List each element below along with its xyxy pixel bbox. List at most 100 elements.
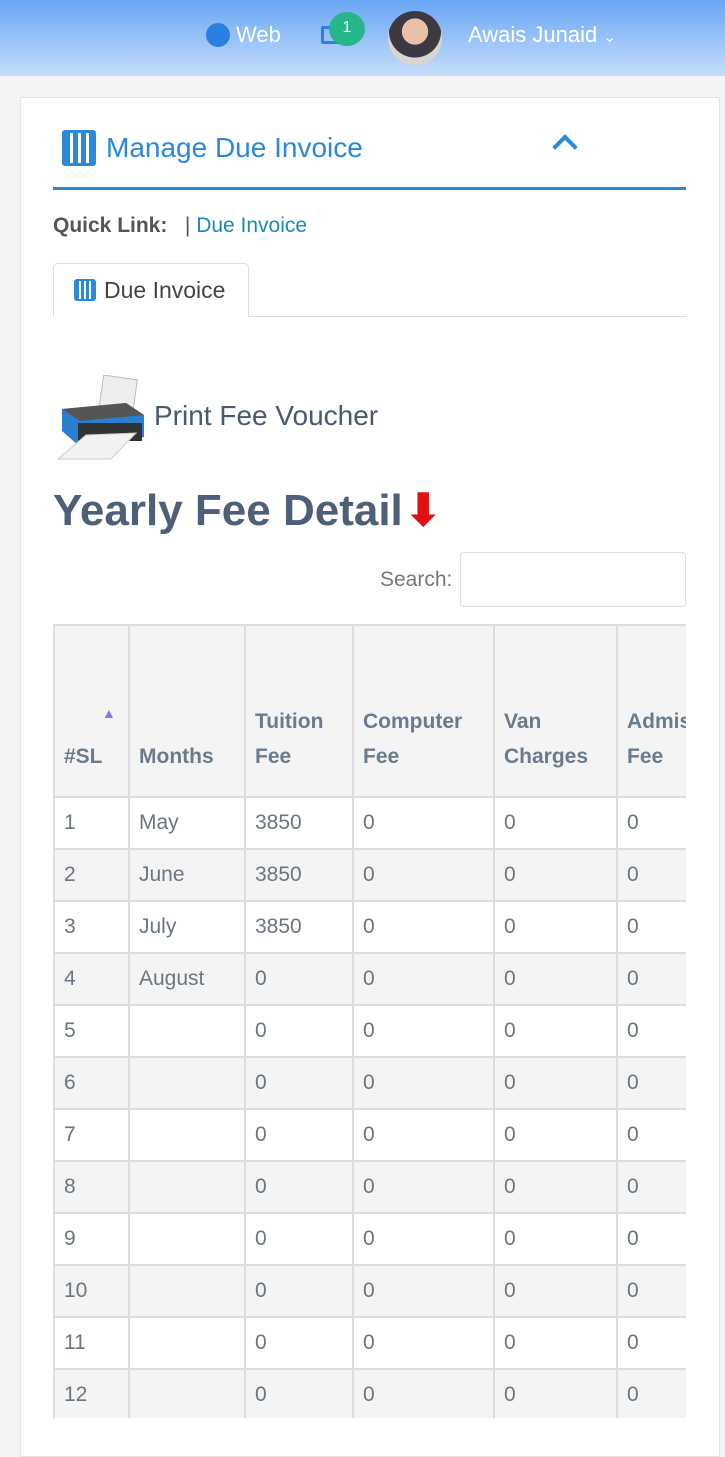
table-row: 1 May 3850 0 0 0 [53, 796, 686, 850]
table-cell [128, 1264, 246, 1318]
table-cell: June [128, 848, 246, 902]
table-cell: August [128, 952, 246, 1006]
table-cell: 0 [616, 952, 686, 1006]
table-cell: May [128, 796, 246, 850]
table-cell: 0 [493, 1264, 618, 1318]
globe-icon [206, 23, 230, 47]
table-cell: 0 [493, 1004, 618, 1058]
panel-title-text: Manage Due Invoice [106, 132, 363, 163]
table-cell: 9 [53, 1212, 130, 1266]
column-header[interactable]: Months [128, 624, 246, 798]
table-cell: 0 [493, 1368, 618, 1418]
print-fee-voucher-link[interactable]: Print Fee Voucher [154, 400, 379, 431]
avatar[interactable] [388, 11, 442, 65]
panel-title: Manage Due Invoice [62, 130, 363, 166]
user-name: Awais Junaid [468, 22, 598, 47]
due-invoice-link[interactable]: Due Invoice [196, 214, 308, 237]
tab-due-invoice[interactable]: Due Invoice [53, 263, 249, 317]
table-cell: 5 [53, 1004, 130, 1058]
table-cell: 0 [352, 952, 495, 1006]
table-cell: 6 [53, 1056, 130, 1110]
table-cell: 8 [53, 1160, 130, 1214]
table-cell: 0 [352, 900, 495, 954]
table-cell: 4 [53, 952, 130, 1006]
table-cell: 0 [616, 1160, 686, 1214]
column-header[interactable]: Tuition Fee [244, 624, 354, 798]
column-header[interactable]: Computer Fee [352, 624, 495, 798]
calculator-icon [74, 279, 96, 301]
table-cell: 0 [352, 1160, 495, 1214]
table-cell: 0 [352, 1108, 495, 1162]
fee-table-scroll[interactable]: #SL ▲ Months Tuition Fee Computer Fee Van Cha… [53, 624, 686, 1418]
table-cell: 0 [616, 1108, 686, 1162]
table-cell: 0 [493, 900, 618, 954]
table-cell: 0 [352, 1212, 495, 1266]
title-divider [53, 187, 686, 190]
table-cell: 0 [244, 1264, 354, 1318]
table-cell [128, 1056, 246, 1110]
table-cell [128, 1108, 246, 1162]
table-cell [128, 1212, 246, 1266]
table-cell: 0 [616, 848, 686, 902]
table-cell: 0 [244, 1108, 354, 1162]
calculator-icon [62, 130, 96, 166]
table-cell: 0 [616, 1056, 686, 1110]
search-input[interactable] [460, 552, 686, 607]
sort-asc-icon[interactable]: ▲ [102, 705, 116, 721]
notification-badge[interactable]: 1 [329, 12, 365, 46]
table-cell: 7 [53, 1108, 130, 1162]
table-cell: 0 [352, 1004, 495, 1058]
user-menu[interactable]: Awais Junaid ⌄ [468, 22, 616, 48]
arrow-down-icon: ⬇ [404, 486, 442, 535]
table-row: 11 0 0 0 0 [53, 1316, 686, 1370]
column-header[interactable]: Admission Fee [616, 624, 686, 798]
column-header[interactable]: Van Charges [493, 624, 618, 798]
table-cell: 0 [493, 1160, 618, 1214]
table-cell: 0 [493, 1212, 618, 1266]
table-cell: 0 [616, 900, 686, 954]
table-cell: 0 [493, 1056, 618, 1110]
table-cell: 0 [244, 1316, 354, 1370]
table-cell: 0 [616, 1316, 686, 1370]
table-cell: 0 [244, 952, 354, 1006]
tab-label: Due Invoice [104, 276, 226, 303]
printer-icon[interactable] [56, 375, 146, 461]
chevron-down-icon: ⌄ [603, 29, 616, 46]
table-row: 12 0 0 0 0 [53, 1368, 686, 1418]
separator: | [184, 214, 191, 237]
table-cell [128, 1368, 246, 1418]
table-row: 3 July 3850 0 0 0 [53, 900, 686, 954]
table-cell: 11 [53, 1316, 130, 1370]
web-link[interactable]: Web [206, 22, 281, 48]
table-cell [128, 1004, 246, 1058]
table-cell: 3 [53, 900, 130, 954]
web-label: Web [236, 22, 281, 47]
table-cell: 0 [244, 1368, 354, 1418]
quick-link-label: Quick Link: [53, 214, 168, 237]
table-cell: 1 [53, 796, 130, 850]
column-header[interactable]: #SL ▲ [53, 624, 130, 798]
table-cell: July [128, 900, 246, 954]
fee-table: #SL ▲ Months Tuition Fee Computer Fee Van Cha… [53, 624, 686, 1418]
table-cell: 0 [352, 1264, 495, 1318]
table-cell: 0 [244, 1160, 354, 1214]
table-cell: 0 [244, 1212, 354, 1266]
table-cell: 0 [352, 848, 495, 902]
table-cell: 0 [244, 1056, 354, 1110]
quick-links: Quick Link: | Due Invoice [53, 214, 307, 238]
table-cell: 0 [493, 952, 618, 1006]
heading-text: Yearly Fee Detail [53, 485, 403, 535]
table-cell: 3850 [244, 848, 354, 902]
table-cell: 0 [493, 848, 618, 902]
table-cell: 0 [616, 1264, 686, 1318]
table-cell: 0 [616, 1212, 686, 1266]
page-heading: Yearly Fee Detail ⬇ [53, 485, 442, 536]
table-cell: 0 [616, 796, 686, 850]
table-cell: 0 [493, 796, 618, 850]
table-cell: 3850 [244, 796, 354, 850]
tab-divider [53, 316, 686, 317]
